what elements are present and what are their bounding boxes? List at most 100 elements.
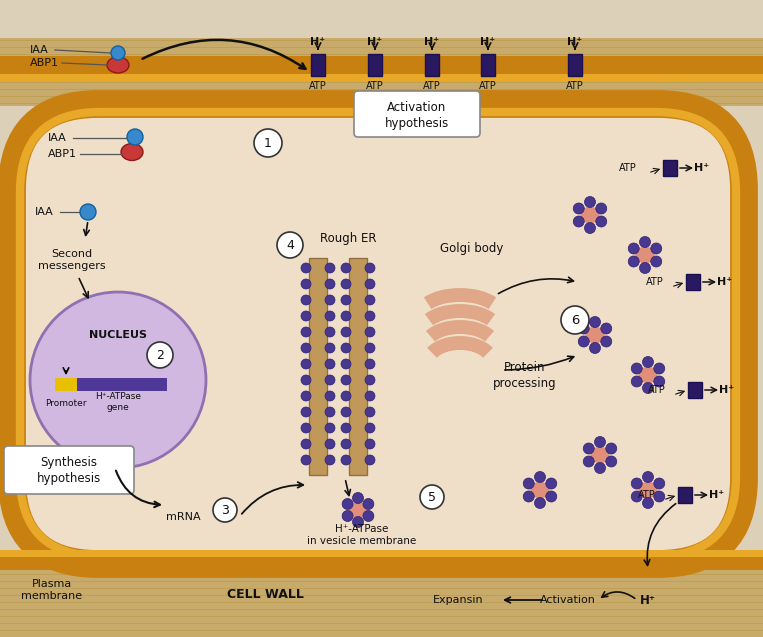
Text: ABP1: ABP1	[48, 149, 77, 159]
Text: mRNA: mRNA	[166, 512, 201, 522]
Circle shape	[642, 382, 653, 394]
Text: ABP1: ABP1	[30, 58, 59, 68]
Bar	[0, 56, 763, 74]
Circle shape	[600, 323, 612, 334]
Text: 6: 6	[571, 313, 579, 327]
Text: Activation: Activation	[540, 595, 596, 605]
Text: Synthesis
hypothesis: Synthesis hypothesis	[37, 455, 101, 485]
Circle shape	[578, 323, 589, 334]
Circle shape	[365, 311, 375, 321]
Bar	[663, 160, 677, 176]
Bar	[0, 74, 763, 81]
Text: ATP: ATP	[309, 81, 327, 91]
Circle shape	[213, 498, 237, 522]
Bar	[368, 54, 382, 76]
Circle shape	[325, 375, 335, 385]
Bar	[0, 555, 763, 570]
Circle shape	[325, 455, 335, 465]
Circle shape	[301, 343, 311, 353]
Bar	[0, 38, 763, 106]
Circle shape	[341, 311, 351, 321]
Circle shape	[365, 391, 375, 401]
Circle shape	[651, 256, 662, 267]
Text: 2: 2	[156, 348, 164, 362]
FancyBboxPatch shape	[4, 446, 134, 494]
Ellipse shape	[349, 502, 367, 518]
Circle shape	[325, 327, 335, 337]
Circle shape	[111, 46, 125, 60]
Text: 4: 4	[286, 238, 294, 252]
Ellipse shape	[107, 57, 129, 73]
Text: H⁺-ATPase
gene: H⁺-ATPase gene	[95, 392, 141, 412]
Bar	[686, 274, 700, 290]
Circle shape	[353, 492, 363, 503]
Circle shape	[654, 491, 665, 502]
Bar	[311, 54, 325, 76]
Text: H⁺: H⁺	[694, 163, 710, 173]
Circle shape	[341, 359, 351, 369]
Circle shape	[642, 471, 653, 482]
Text: H⁺: H⁺	[424, 37, 439, 47]
Text: Rough ER: Rough ER	[320, 231, 376, 245]
Ellipse shape	[639, 482, 658, 498]
Bar	[0, 550, 763, 557]
Ellipse shape	[585, 327, 605, 343]
Circle shape	[365, 439, 375, 449]
Circle shape	[147, 342, 173, 368]
Bar	[0, 565, 763, 637]
Circle shape	[561, 306, 589, 334]
Circle shape	[325, 359, 335, 369]
Circle shape	[301, 295, 311, 305]
Bar	[568, 54, 582, 76]
Circle shape	[363, 499, 374, 510]
Circle shape	[341, 327, 351, 337]
Circle shape	[342, 499, 353, 510]
Circle shape	[342, 510, 353, 522]
FancyBboxPatch shape	[354, 91, 480, 137]
Circle shape	[325, 343, 335, 353]
Circle shape	[365, 263, 375, 273]
Circle shape	[301, 279, 311, 289]
Circle shape	[546, 491, 557, 502]
Circle shape	[80, 204, 96, 220]
Circle shape	[578, 336, 589, 347]
Circle shape	[654, 376, 665, 387]
Circle shape	[365, 279, 375, 289]
Circle shape	[30, 292, 206, 468]
Bar	[688, 382, 702, 398]
Ellipse shape	[121, 143, 143, 161]
Circle shape	[631, 491, 642, 502]
Text: 3: 3	[221, 503, 229, 517]
Circle shape	[606, 443, 617, 454]
Circle shape	[301, 359, 311, 369]
Circle shape	[546, 478, 557, 489]
Bar	[349, 258, 367, 475]
Bar	[77, 378, 167, 391]
Text: CELL WALL: CELL WALL	[227, 589, 304, 601]
Circle shape	[341, 439, 351, 449]
Circle shape	[325, 279, 335, 289]
Circle shape	[628, 256, 639, 267]
Text: H⁺: H⁺	[311, 37, 326, 47]
Circle shape	[341, 391, 351, 401]
Circle shape	[642, 357, 653, 368]
Text: ATP: ATP	[423, 81, 441, 91]
Text: ATP: ATP	[619, 163, 637, 173]
Circle shape	[325, 407, 335, 417]
Bar	[678, 487, 692, 503]
Ellipse shape	[580, 206, 600, 224]
Text: H⁺: H⁺	[568, 37, 583, 47]
Circle shape	[325, 391, 335, 401]
Circle shape	[341, 295, 351, 305]
Circle shape	[583, 456, 594, 467]
Circle shape	[301, 455, 311, 465]
Circle shape	[596, 216, 607, 227]
Ellipse shape	[636, 247, 655, 264]
Circle shape	[341, 407, 351, 417]
Text: Expansin: Expansin	[433, 595, 483, 605]
Text: NUCLEUS: NUCLEUS	[89, 330, 147, 340]
Circle shape	[301, 311, 311, 321]
Circle shape	[365, 327, 375, 337]
Text: H⁺: H⁺	[717, 277, 732, 287]
Circle shape	[301, 327, 311, 337]
